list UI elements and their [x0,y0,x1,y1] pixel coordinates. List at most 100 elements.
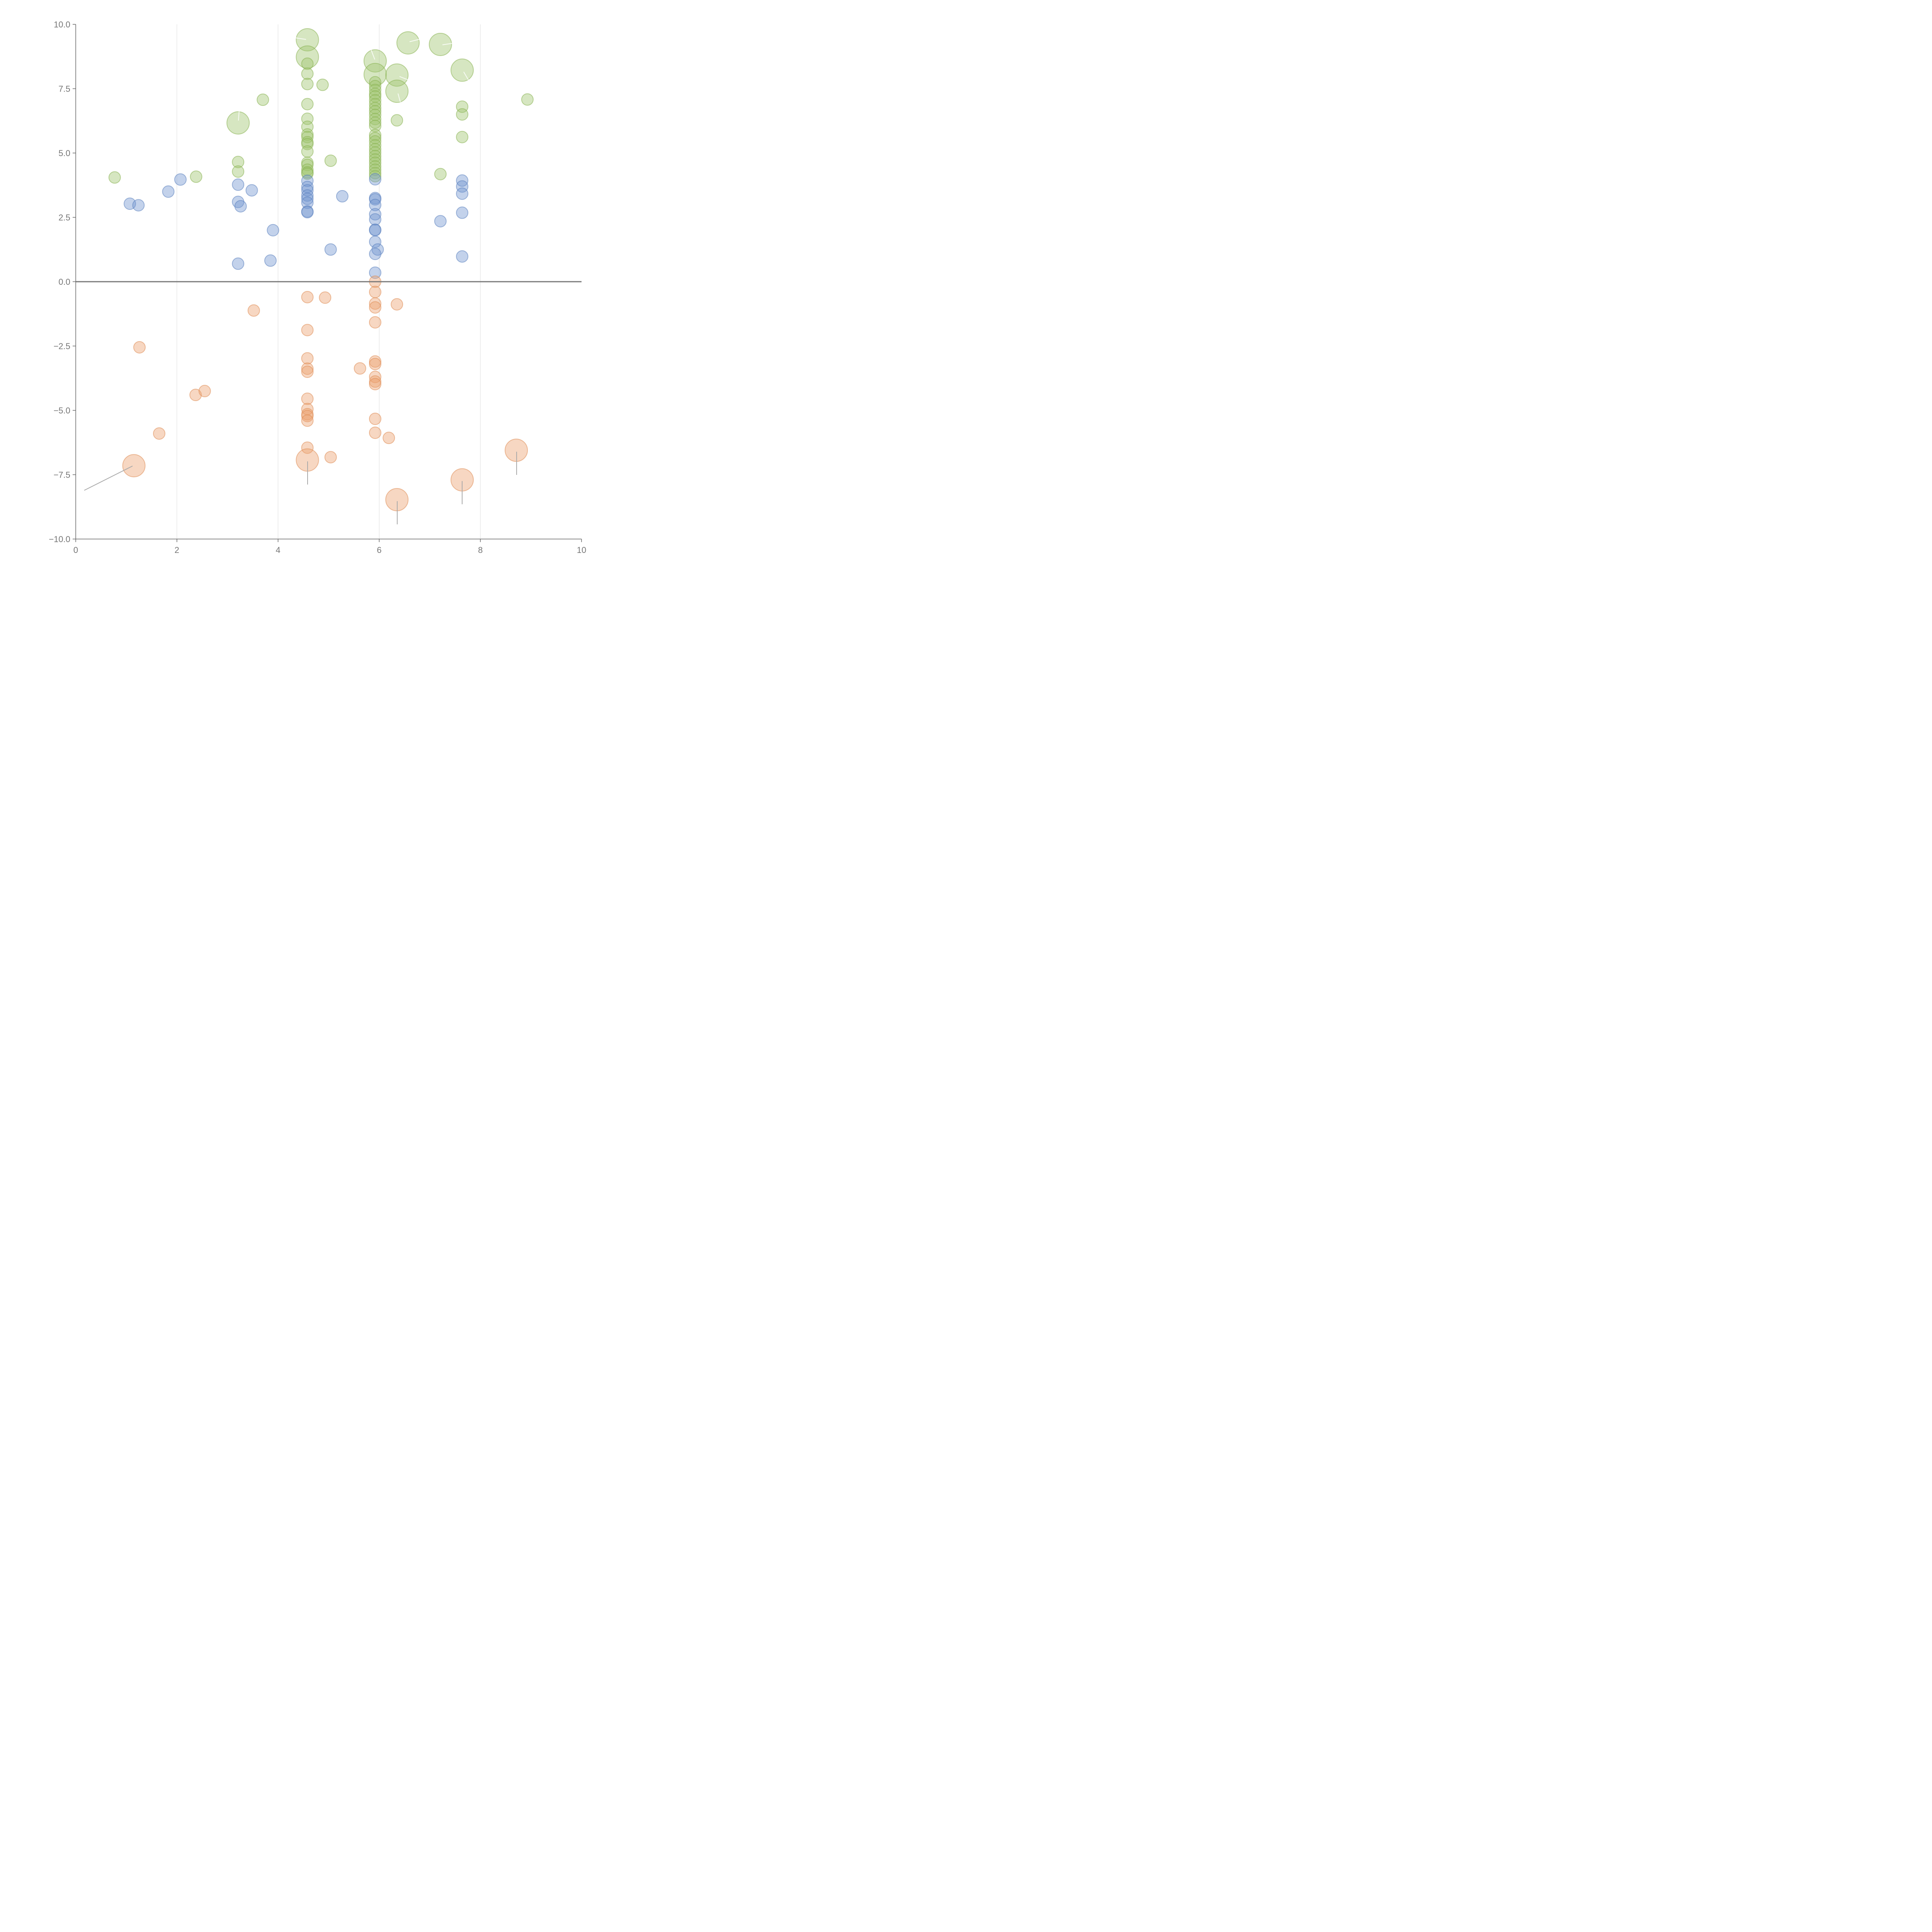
green-bubble-1 [190,170,202,183]
blue-bubble-4 [232,178,245,191]
blue-bubble-26 [369,213,381,226]
orange-bubble-27 [369,358,381,371]
orange-bubble-34 [391,298,403,311]
orange-bubble-5 [247,304,260,317]
orange-bubble-9 [301,362,314,375]
orange-bubble-14 [301,410,314,422]
green-bubble-11 [301,98,314,111]
orange-bubble-28 [369,371,381,383]
green-bubble-20 [301,158,314,171]
green-bubble-15 [301,131,314,143]
leader-line-10 [399,76,414,82]
green-bubble-23 [301,167,314,180]
bubble-chart: −10.0 −7.5 −5.0 −2.5 0.0 2.5 5.0 7.5 10.0 0 2 4 6 8 10 [49,20,586,555]
green-bubble-31 [369,87,381,100]
green-bubble-57 [396,31,420,54]
orange-bubble-15 [301,414,314,427]
y-tick-label-5: 2.5 [58,213,70,223]
green-bubble-49 [369,156,381,169]
green-bubble-21 [301,163,314,176]
blue-bubble-2 [162,185,175,198]
green-bubble-2 [232,156,245,168]
leader-line-9 [371,49,375,60]
green-bubble-54 [385,63,409,87]
orange-bubble-4 [198,385,211,398]
orange-bubble-1 [133,341,146,354]
green-bubble-55 [385,80,409,103]
green-bubble-56 [391,114,403,127]
orange-bubble-19 [324,451,337,464]
leader-line-1 [84,466,133,491]
blue-bubble-14 [301,189,314,202]
orange-bubble-7 [301,324,314,337]
orange-bubble-22 [369,286,381,298]
orange-bubble-31 [369,412,381,425]
leader-line-12 [398,93,401,102]
blue-bubble-33 [434,215,447,228]
blue-bubble-19 [324,243,337,256]
orange-bubble-33 [383,432,395,444]
x-tick-label-1: 2 [175,545,179,555]
y-tick-label-6: 5.0 [58,148,70,158]
orange-bubble-20 [354,362,366,375]
blue-bubble-36 [456,187,469,200]
orange-bubble-25 [369,316,381,329]
blue-bubble-3 [174,173,187,186]
orange-bubble-26 [369,355,381,368]
blue-bubble-35 [456,180,469,193]
orange-bubble-16 [301,441,314,454]
green-bubble-0 [108,171,121,184]
y-tick-label-1: −7.5 [54,470,70,480]
green-bubble-44 [369,139,381,152]
leader-line-11 [463,71,469,82]
blue-bubble-32 [369,266,381,279]
orange-bubble-0 [122,454,146,478]
blue-bubble-21 [369,173,381,185]
green-bubble-46 [369,146,381,159]
green-bubble-38 [369,113,381,126]
blue-bubble-20 [336,190,349,202]
green-bubble-41 [369,129,381,141]
orange-bubble-23 [369,297,381,310]
green-bubble-17 [301,138,314,150]
blue-bubble-1 [132,199,145,212]
green-bubble-26 [363,49,387,73]
blue-bubble-16 [301,196,314,209]
blue-bubble-28 [369,224,381,236]
green-bubble-62 [456,108,469,121]
green-bubble-59 [434,168,447,180]
leader-line-6 [290,37,306,40]
x-tick-label-4: 8 [478,545,483,555]
orange-bubble-24 [369,301,381,314]
green-bubble-58 [429,32,452,56]
green-bubble-24 [316,78,329,91]
orange-bubble-10 [301,366,314,378]
green-bubble-9 [301,67,314,80]
green-bubble-39 [369,116,381,129]
green-bubble-60 [451,58,474,82]
green-bubble-35 [369,102,381,114]
green-bubble-18 [301,145,314,158]
green-bubble-40 [369,120,381,133]
orange-bubble-2 [153,427,165,440]
green-bubble-4 [226,111,250,135]
x-tick-label-3: 6 [377,545,381,555]
leader-line-7 [409,37,425,42]
green-bubble-48 [369,153,381,166]
green-bubble-64 [521,93,534,106]
blue-bubble-13 [301,184,314,197]
orange-bubble-29 [369,375,381,388]
blue-bubble-31 [369,248,381,260]
green-bubble-34 [369,98,381,111]
blue-bubble-8 [245,184,258,197]
green-bubble-8 [301,57,314,70]
leader-lines [84,37,517,524]
blue-bubble-38 [456,250,469,263]
y-tick-label-7: 7.5 [58,84,70,94]
blue-bubble-37 [456,206,469,219]
blue-bubble-15 [301,192,314,205]
orange-bubble-11 [301,393,314,405]
orange-bubble-30 [369,378,381,391]
blue-bubble-18 [301,206,314,219]
y-tick-label-2: −5.0 [54,406,70,415]
